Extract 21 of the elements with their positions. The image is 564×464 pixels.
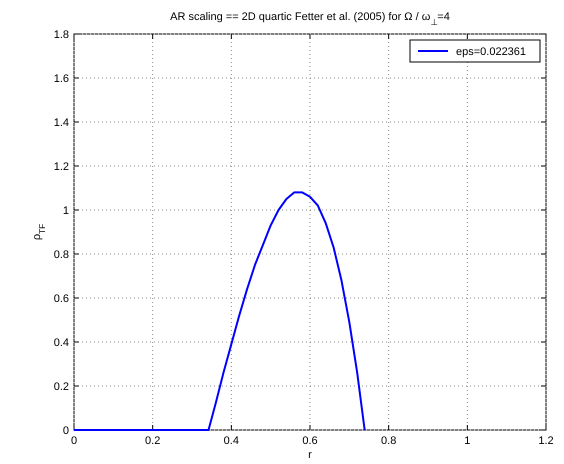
y-tick-label: 1.6	[54, 73, 69, 85]
y-tick-label: 1.2	[54, 161, 69, 173]
y-tick-label: 0.4	[54, 337, 69, 349]
y-tick-label: 0.2	[54, 381, 69, 393]
y-tick-label: 1.4	[54, 117, 69, 129]
x-tick-label: 0.4	[224, 435, 239, 447]
legend-label: eps=0.022361	[456, 46, 526, 58]
y-tick-label: 1	[62, 205, 69, 217]
y-tick-label: 0.6	[54, 293, 69, 305]
x-tick-label: 0.2	[145, 435, 160, 447]
line-series	[73, 191, 366, 431]
x-tick-label: 0	[70, 435, 78, 447]
x-tick-label: 1	[464, 435, 470, 447]
y-tick-label: 0.8	[54, 249, 69, 261]
x-axis-title: r	[308, 449, 312, 461]
x-tick-label: 0.6	[302, 435, 318, 447]
y-tick-label: 0	[62, 425, 69, 437]
chart-title: AR scaling == 2D quartic Fetter et al. (2005) for Ω / ω$_{⊥}$=4	[170, 11, 450, 26]
x-tick-label: 1.2	[538, 435, 554, 447]
y-tick-label: 1.8	[54, 29, 69, 41]
x-tick-label: 0.8	[381, 435, 396, 447]
